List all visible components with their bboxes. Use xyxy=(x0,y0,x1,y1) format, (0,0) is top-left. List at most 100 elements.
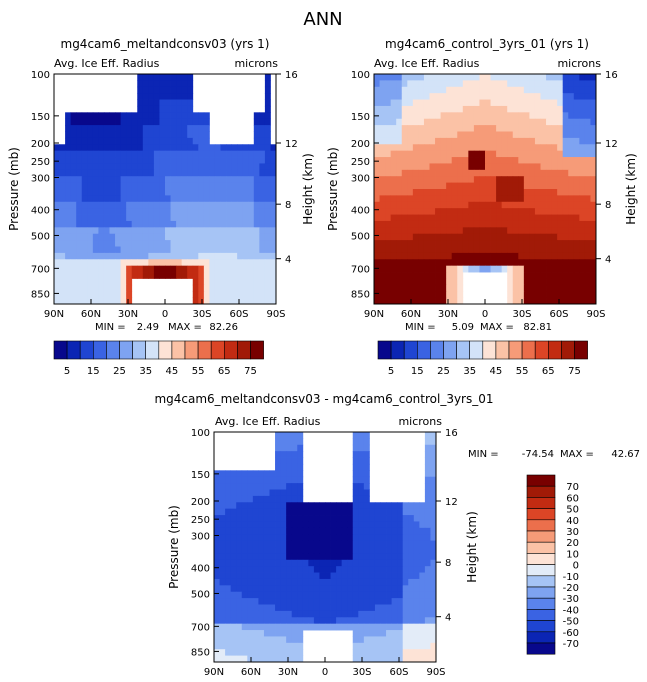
field-cell xyxy=(446,233,453,241)
field-cell xyxy=(65,169,72,177)
field-cell xyxy=(252,617,259,625)
field-cell xyxy=(247,508,254,516)
field-cell xyxy=(363,553,370,561)
field-cell xyxy=(462,208,469,215)
field-cell xyxy=(573,131,580,139)
field-cell xyxy=(263,470,270,478)
field-cell xyxy=(275,457,281,465)
field-cell xyxy=(170,86,177,94)
field-cell xyxy=(468,74,475,81)
field-cell xyxy=(275,598,281,605)
field-cell xyxy=(76,125,83,132)
field-cell xyxy=(54,201,60,209)
field-cell xyxy=(462,157,469,164)
field-cell xyxy=(142,93,149,100)
field-cell xyxy=(540,176,547,184)
field-cell xyxy=(187,157,194,164)
field-cell xyxy=(187,214,194,222)
field-cell xyxy=(358,553,365,561)
field-cell xyxy=(507,118,514,126)
field-cell xyxy=(529,93,536,100)
field-cell xyxy=(379,157,386,164)
field-cell xyxy=(270,163,277,171)
field-cell xyxy=(391,508,398,516)
field-cell xyxy=(159,259,166,267)
field-cell xyxy=(291,572,298,580)
field-cell xyxy=(501,144,508,152)
field-cell xyxy=(397,598,404,605)
field-cell xyxy=(573,182,580,190)
field-cell xyxy=(120,265,127,273)
field-cell xyxy=(496,214,503,222)
field-cell xyxy=(413,642,420,650)
field-cell xyxy=(137,74,144,81)
field-cell xyxy=(131,131,138,139)
field-cell xyxy=(418,93,425,100)
field-cell xyxy=(319,617,326,625)
field-cell xyxy=(352,444,359,452)
field-cell xyxy=(512,176,519,184)
field-cell xyxy=(275,432,281,439)
field-cell xyxy=(385,118,392,126)
field-cell xyxy=(418,297,425,305)
field-cell xyxy=(76,182,83,190)
field-cell xyxy=(81,220,88,228)
field-cell xyxy=(115,189,121,196)
x-tick-label: 90N xyxy=(204,667,224,678)
field-cell xyxy=(209,176,216,184)
field-cell xyxy=(440,240,447,247)
field-cell xyxy=(76,163,83,171)
field-cell xyxy=(590,227,597,235)
field-cell xyxy=(137,176,144,184)
field-cell xyxy=(473,208,480,215)
field-cell xyxy=(423,252,430,260)
field-cell xyxy=(380,502,387,510)
field-cell xyxy=(253,272,260,279)
field-cell xyxy=(501,105,508,113)
field-cell xyxy=(263,502,270,510)
field-cell xyxy=(557,208,564,215)
field-cell xyxy=(81,214,88,222)
field-cell xyxy=(252,578,259,586)
field-cell xyxy=(115,265,121,273)
colorbar-swatch xyxy=(93,340,107,360)
field-cell xyxy=(109,157,116,164)
field-cell xyxy=(248,201,255,209)
field-cell xyxy=(440,99,447,107)
field-cell xyxy=(397,527,404,535)
field-cell xyxy=(76,195,83,203)
field-cell xyxy=(120,137,127,145)
field-cell xyxy=(380,578,387,586)
field-cell xyxy=(280,470,287,478)
field-cell xyxy=(446,157,453,164)
field-cell xyxy=(270,252,277,260)
field-cell xyxy=(546,252,552,260)
field-cell xyxy=(473,252,480,260)
field-cell xyxy=(153,118,160,126)
field-cell xyxy=(198,169,205,177)
field-cell xyxy=(523,246,530,254)
field-cell xyxy=(457,105,464,113)
field-cell xyxy=(390,297,397,305)
field-cell xyxy=(264,93,271,100)
field-cell xyxy=(115,112,121,120)
field-cell xyxy=(546,278,552,286)
panel1-min-label: MIN = xyxy=(95,322,126,333)
field-cell xyxy=(523,118,530,126)
field-cell xyxy=(418,131,425,139)
field-cell xyxy=(568,125,575,132)
field-cell xyxy=(369,540,376,548)
field-cell xyxy=(226,291,232,299)
field-cell xyxy=(446,176,453,184)
field-cell xyxy=(319,559,326,567)
field-cell xyxy=(397,502,404,510)
field-cell xyxy=(523,112,530,120)
field-cell xyxy=(230,604,237,612)
field-cell xyxy=(501,252,508,260)
field-cell xyxy=(230,623,237,631)
field-cell xyxy=(341,502,348,510)
field-cell xyxy=(181,118,188,126)
field-cell xyxy=(330,566,337,573)
field-cell xyxy=(423,99,430,107)
field-cell xyxy=(219,642,226,650)
